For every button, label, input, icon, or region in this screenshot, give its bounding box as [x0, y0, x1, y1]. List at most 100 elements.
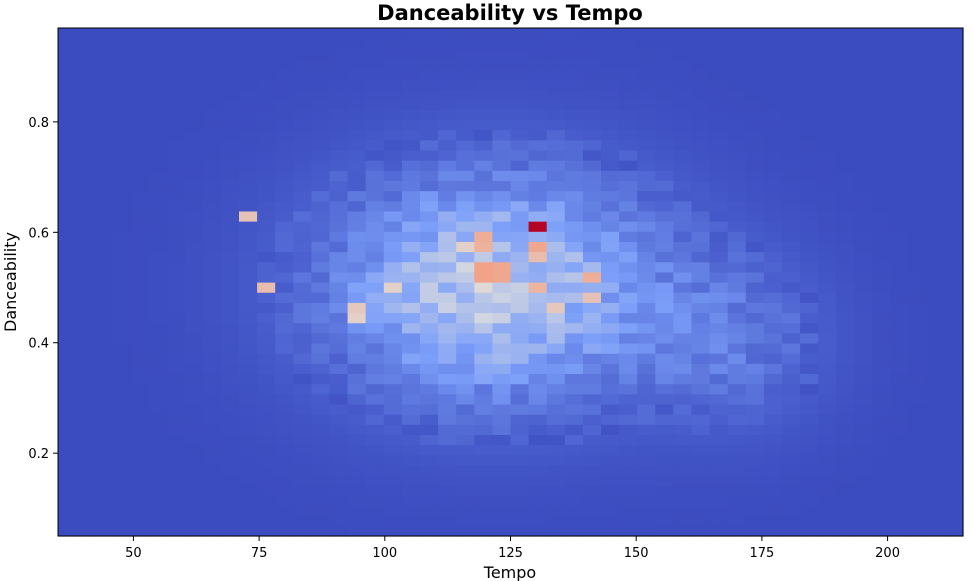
heatmap-cell	[420, 99, 439, 110]
heatmap-cell	[546, 363, 566, 375]
heatmap-cell	[745, 149, 765, 161]
heatmap-cell	[76, 475, 95, 486]
heatmap-cell	[619, 139, 638, 151]
heatmap-cell	[619, 353, 638, 364]
heatmap-cell	[311, 190, 331, 202]
heatmap-cell	[130, 241, 150, 253]
heatmap-cell	[420, 403, 439, 415]
heatmap-cell	[926, 38, 946, 49]
heatmap-cell	[601, 282, 620, 293]
heatmap-cell	[130, 99, 150, 110]
heatmap-cell	[239, 363, 258, 375]
heatmap-cell	[112, 414, 131, 425]
heatmap-cell	[619, 383, 638, 395]
heatmap-cell	[474, 48, 493, 60]
heatmap-cell	[727, 200, 747, 212]
heatmap-cell	[528, 241, 548, 253]
heatmap-cell	[257, 109, 276, 121]
heatmap-cell	[130, 322, 150, 334]
heatmap-cell	[94, 485, 113, 496]
heatmap-cell	[76, 261, 95, 273]
heatmap-cell	[474, 99, 493, 110]
heatmap-cell	[944, 454, 964, 466]
heatmap-cell	[383, 190, 403, 202]
heatmap-cell	[601, 38, 620, 49]
heatmap-cell	[202, 68, 222, 80]
heatmap-cell	[275, 261, 294, 273]
heatmap-cell	[908, 241, 928, 253]
heatmap-cell	[782, 160, 801, 171]
heatmap-cell	[438, 424, 457, 435]
heatmap-cell	[184, 505, 204, 517]
heatmap-cell	[130, 200, 150, 212]
heatmap-cell	[148, 28, 168, 39]
heatmap-cell	[510, 525, 530, 537]
heatmap-cell	[745, 241, 765, 253]
heatmap-cell	[763, 271, 783, 283]
heatmap-cell	[347, 464, 367, 476]
heatmap-cell	[275, 424, 294, 435]
heatmap-cell	[492, 58, 512, 70]
heatmap-cell	[872, 312, 892, 324]
heatmap-cell	[601, 119, 620, 131]
heatmap-cell	[58, 332, 77, 344]
heatmap-cell	[420, 353, 439, 364]
heatmap-cell	[582, 190, 602, 202]
heatmap-cell	[76, 251, 95, 263]
heatmap-cell	[546, 210, 566, 222]
heatmap-cell	[745, 180, 765, 192]
heatmap-cell	[112, 78, 131, 90]
heatmap-cell	[818, 99, 837, 110]
heatmap-cell	[130, 261, 150, 273]
heatmap-cell	[438, 170, 457, 181]
heatmap-cell	[420, 68, 439, 80]
heatmap-cell	[257, 515, 276, 527]
heatmap-cell	[329, 312, 349, 324]
heatmap-cell	[239, 99, 258, 110]
heatmap-cell	[401, 48, 421, 60]
heatmap-cell	[800, 180, 819, 192]
heatmap-cell	[76, 170, 95, 181]
heatmap-cell	[492, 444, 512, 456]
heatmap-cell	[112, 119, 131, 131]
heatmap-cell	[438, 119, 457, 131]
heatmap-cell	[438, 28, 457, 39]
heatmap-cell	[420, 424, 439, 435]
heatmap-cell	[818, 525, 837, 537]
heatmap-cell	[202, 200, 222, 212]
heatmap-cell	[655, 221, 674, 232]
heatmap-cell	[492, 231, 512, 242]
heatmap-cell	[546, 241, 566, 253]
heatmap-cell	[782, 322, 801, 334]
heatmap-cell	[763, 180, 783, 192]
heatmap-cell	[854, 129, 874, 141]
heatmap-cell	[76, 393, 95, 405]
heatmap-cell	[456, 231, 475, 242]
heatmap-cell	[365, 414, 385, 425]
heatmap-cell	[637, 485, 656, 496]
heatmap-cell	[601, 353, 620, 364]
heatmap-cell	[311, 200, 331, 212]
heatmap-cell	[184, 515, 204, 527]
heatmap-cell	[601, 403, 620, 415]
heatmap-cell	[58, 241, 77, 253]
heatmap-cell	[727, 129, 747, 141]
heatmap-cell	[58, 373, 77, 385]
heatmap-cell	[782, 261, 801, 273]
heatmap-cell	[890, 200, 910, 212]
heatmap-cell	[202, 454, 222, 466]
heatmap-cell	[564, 200, 584, 212]
heatmap-cell	[401, 271, 421, 283]
heatmap-cell	[166, 353, 186, 364]
heatmap-cell	[239, 38, 258, 49]
heatmap-cell	[908, 109, 928, 121]
heatmap-cell	[601, 129, 620, 141]
heatmap-cell	[582, 241, 602, 253]
heatmap-cell	[94, 342, 113, 354]
heatmap-cell	[347, 78, 367, 90]
heatmap-cell	[202, 353, 222, 364]
heatmap-cell	[836, 261, 855, 273]
heatmap-cell	[438, 322, 457, 334]
heatmap-cell	[619, 261, 638, 273]
heatmap-cell	[546, 88, 566, 100]
